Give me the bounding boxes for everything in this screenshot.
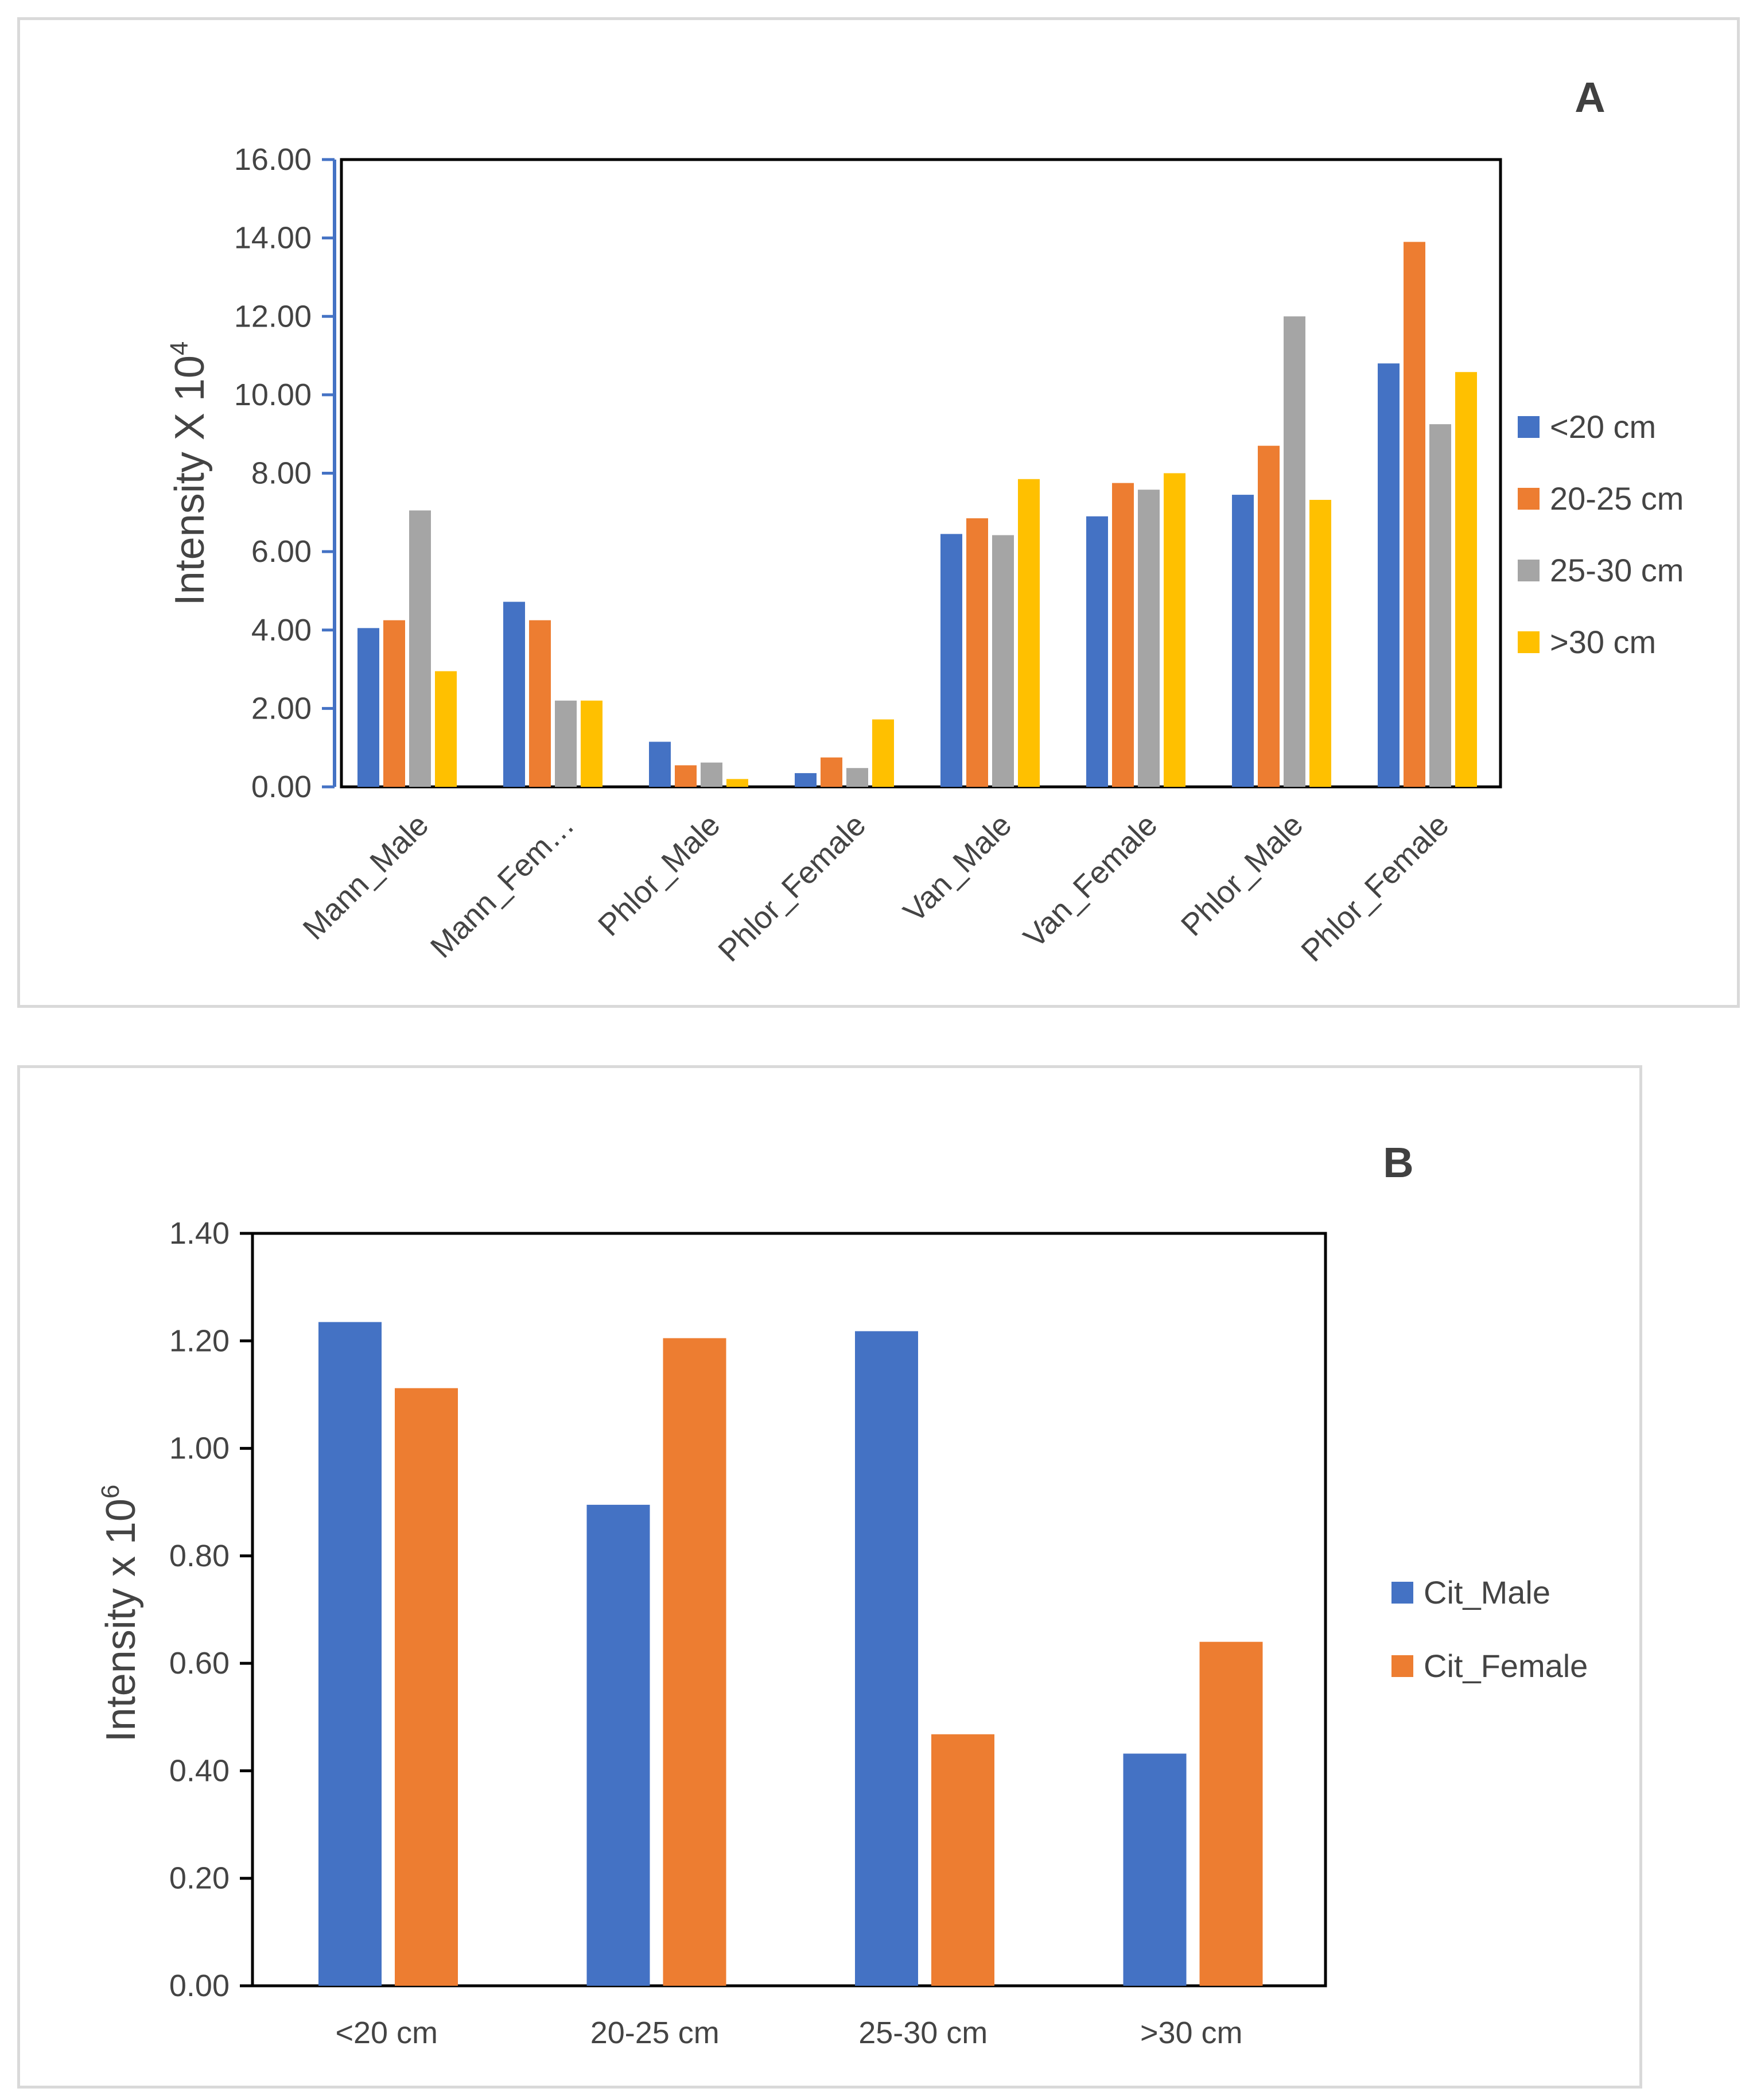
chart-a: 0.00 2.00 4.00 6.00 8.00 10.00 12.00 14.00 16.00…: [165, 73, 1684, 968]
bar-20-cm-4: [795, 773, 817, 787]
bar-25-30-cm-3: [701, 762, 722, 787]
bar-cit-male-4: [1123, 1753, 1187, 1986]
y-tick-label: 6.00: [251, 534, 312, 569]
legend-label: 20-25 cm: [1550, 480, 1684, 517]
x-tick-label: Mann_Fem…: [424, 808, 581, 965]
legend-swatch: [1518, 488, 1540, 510]
x-tick-label: 25-30 cm: [858, 2016, 988, 2050]
bar-cit-female-1: [395, 1388, 458, 1986]
y-tick-label: 0.00: [169, 1969, 230, 2003]
bar-30-cm-4: [872, 719, 894, 787]
bar-30-cm-8: [1455, 372, 1477, 787]
bar-30-cm-7: [1309, 499, 1331, 787]
legend-label: <20 cm: [1550, 409, 1656, 445]
x-tick-label: Van_Female: [1017, 808, 1164, 954]
y-tick-label: 8.00: [251, 456, 312, 491]
y-tick-label: 12.00: [234, 299, 312, 333]
bar-30-cm-5: [1018, 479, 1040, 787]
bar-30-cm-2: [581, 700, 602, 787]
x-tick-label: >30 cm: [1140, 2016, 1243, 2050]
y-tick-label: 14.00: [234, 221, 312, 255]
y-tick-label: 4.00: [251, 613, 312, 647]
legend-swatch: [1391, 1582, 1413, 1604]
bar-30-cm-6: [1164, 473, 1185, 787]
bar-25-30-cm-6: [1138, 490, 1160, 787]
y-axis-title-a: Intensity X 104: [165, 341, 213, 606]
bar-20-25-cm-4: [821, 757, 842, 787]
x-tick-label: Mann_Male: [297, 808, 436, 946]
bar-30-cm-1: [435, 671, 457, 787]
bar-25-30-cm-5: [992, 535, 1014, 787]
bar-cit-female-3: [931, 1734, 994, 1986]
y-tick-label: 0.80: [169, 1539, 230, 1573]
bar-20-cm-8: [1378, 363, 1400, 787]
y-tick-label: 0.00: [251, 770, 312, 804]
bar-25-30-cm-4: [846, 768, 868, 787]
bar-20-25-cm-8: [1404, 242, 1425, 787]
bar-20-25-cm-6: [1112, 483, 1134, 787]
bar-20-25-cm-7: [1258, 445, 1280, 787]
legend-swatch: [1518, 631, 1540, 653]
bar-20-cm-6: [1086, 516, 1108, 787]
y-tick-label: 0.60: [169, 1646, 230, 1680]
bar-25-30-cm-7: [1284, 316, 1305, 787]
x-tick-label: Phlor_Male: [1175, 808, 1310, 943]
y-axis-title-b: Intensity x 106: [96, 1485, 144, 1742]
legend-swatch: [1518, 560, 1540, 581]
x-tick-label: <20 cm: [335, 2016, 438, 2050]
bar-25-30-cm-1: [409, 510, 431, 787]
bar-20-cm-2: [503, 601, 525, 787]
y-tick-label: 0.40: [169, 1753, 230, 1788]
x-tick-label: Phlor_Female: [712, 808, 872, 968]
y-tick-label: 1.00: [169, 1431, 230, 1466]
chart-b: 0.00 0.20 0.40 0.60 0.80 1.00 1.20 1.40 <20 cm 2…: [96, 1139, 1588, 2050]
legend-label: Cit_Male: [1424, 1574, 1550, 1610]
bar-20-cm-5: [940, 534, 962, 787]
bar-20-25-cm-1: [383, 620, 405, 787]
bar-cit-male-3: [855, 1331, 918, 1986]
bar-cit-male-2: [586, 1504, 650, 1986]
bar-cit-male-1: [318, 1322, 382, 1986]
legend-label: Cit_Female: [1424, 1648, 1588, 1684]
bar-20-cm-3: [649, 742, 671, 787]
bar-20-25-cm-3: [675, 765, 697, 787]
legend-swatch: [1518, 416, 1540, 438]
y-tick-label: 16.00: [234, 142, 312, 177]
panel-a: 0.00 2.00 4.00 6.00 8.00 10.00 12.00 14.00 16.00…: [17, 17, 1740, 1008]
x-tick-label: Phlor_Male: [592, 808, 727, 943]
legend-label: 25-30 cm: [1550, 552, 1684, 588]
y-tick-label: 1.20: [169, 1323, 230, 1358]
bar-20-cm-1: [357, 628, 379, 787]
x-tick-label: Van_Male: [897, 808, 1019, 929]
y-tick-label: 0.20: [169, 1861, 230, 1896]
legend-label: >30 cm: [1550, 624, 1656, 660]
bar-25-30-cm-2: [555, 700, 577, 787]
x-tick-label: Phlor_Female: [1295, 808, 1455, 968]
plot-frame-a: [340, 158, 1502, 789]
bar-25-30-cm-8: [1429, 424, 1451, 787]
y-tick-label: 1.40: [169, 1216, 230, 1251]
panel-b: 0.00 0.20 0.40 0.60 0.80 1.00 1.20 1.40 <20 cm 2…: [17, 1065, 1642, 2089]
legend-swatch: [1391, 1655, 1413, 1677]
bar-20-25-cm-2: [529, 620, 551, 787]
bar-cit-female-4: [1199, 1641, 1263, 1986]
bar-20-25-cm-5: [966, 518, 988, 787]
y-tick-label: 2.00: [251, 691, 312, 725]
bar-30-cm-3: [726, 779, 748, 787]
x-tick-label: 20-25 cm: [590, 2016, 720, 2050]
panel-label-a: A: [1575, 73, 1605, 121]
bar-20-cm-7: [1232, 495, 1254, 787]
panel-label-b: B: [1383, 1139, 1413, 1186]
y-tick-label: 10.00: [234, 378, 312, 412]
bar-cit-female-2: [663, 1338, 726, 1986]
